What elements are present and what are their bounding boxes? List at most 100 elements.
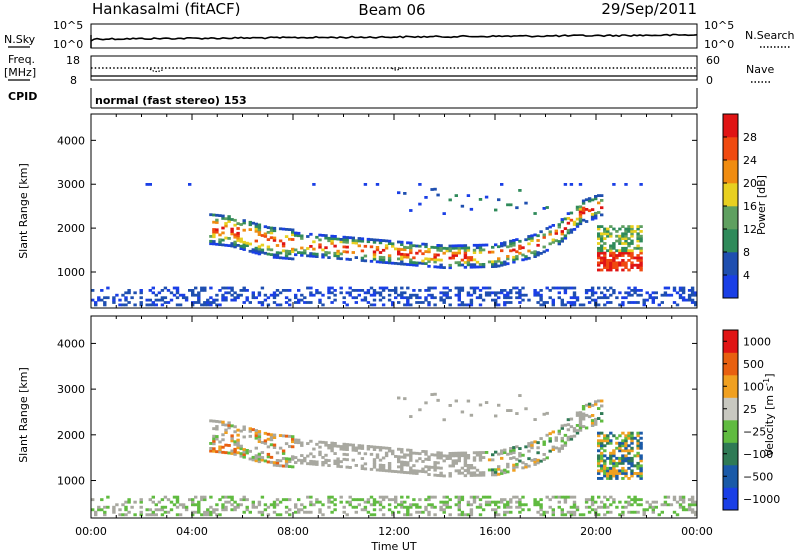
data-cell (497, 264, 501, 268)
data-cell (215, 427, 219, 431)
data-cell (345, 445, 349, 449)
data-cell (630, 456, 634, 460)
data-cell (412, 469, 416, 473)
data-cell (451, 464, 455, 468)
data-cell (572, 301, 577, 304)
data-cell (400, 293, 404, 297)
data-cell (609, 474, 613, 478)
colorbar-tick-label: 28 (743, 131, 757, 144)
data-cell (615, 261, 619, 265)
data-cell (600, 464, 604, 468)
data-cell (145, 303, 149, 307)
data-cell (409, 251, 413, 255)
data-cell (509, 452, 513, 455)
data-cell (621, 259, 625, 262)
data-cell (448, 263, 452, 267)
data-cell (324, 251, 328, 254)
data-cell (169, 508, 174, 512)
data-cell (687, 296, 692, 300)
data-cell (560, 298, 564, 302)
data-cell (469, 495, 474, 499)
data-cell (327, 495, 331, 499)
data-cell (569, 513, 574, 517)
data-cell (139, 513, 143, 517)
data-cell (409, 513, 413, 517)
data-cell (509, 500, 513, 504)
data-cell (639, 444, 643, 448)
data-cell (194, 293, 198, 297)
data-cell (309, 293, 313, 297)
data-cell (454, 399, 458, 403)
data-cell (575, 296, 580, 300)
data-cell (439, 500, 443, 504)
data-cell (272, 239, 277, 242)
y-tick-label: 1000 (57, 475, 85, 488)
data-cell (627, 291, 631, 295)
data-cell (451, 244, 455, 248)
data-cell (309, 495, 313, 499)
data-cell (448, 464, 452, 468)
data-cell (372, 289, 377, 292)
data-cell (524, 201, 528, 205)
data-cell (345, 453, 349, 457)
data-cell (636, 232, 640, 236)
data-cell (191, 293, 195, 297)
data-cell (406, 453, 410, 457)
data-cell (518, 247, 522, 250)
data-cell (406, 513, 410, 517)
data-cell (639, 268, 643, 272)
data-cell (394, 296, 398, 300)
data-cell (557, 505, 561, 509)
data-cell (397, 293, 401, 297)
data-cell (281, 434, 286, 438)
data-cell (630, 459, 634, 463)
data-cell (560, 508, 564, 512)
data-cell (424, 452, 428, 456)
data-cell (312, 183, 316, 186)
data-cell (497, 465, 501, 469)
data-cell (348, 258, 352, 261)
data-cell (466, 194, 471, 197)
data-cell (469, 293, 474, 297)
data-cell (403, 192, 407, 195)
data-cell (327, 286, 331, 290)
data-cell (236, 293, 240, 297)
data-cell (572, 503, 577, 507)
data-cell (445, 505, 449, 509)
data-cell (463, 256, 468, 260)
data-cell (391, 469, 395, 473)
data-cell (354, 241, 358, 245)
data-cell (594, 508, 598, 512)
data-cell (306, 301, 310, 304)
data-cell (139, 301, 143, 304)
data-cell (615, 469, 619, 473)
data-cell (612, 459, 616, 463)
colorbar-swatch (723, 375, 738, 398)
data-cell (248, 510, 252, 514)
data-cell (587, 415, 592, 419)
data-cell (609, 254, 613, 257)
data-cell (521, 495, 525, 499)
data-cell (197, 301, 201, 304)
data-cell (230, 508, 234, 512)
data-cell (354, 505, 358, 509)
data-cell (315, 255, 319, 258)
data-cell (339, 257, 343, 261)
data-cell (597, 232, 601, 236)
data-cell (627, 436, 631, 440)
data-cell (615, 239, 619, 243)
data-cell (406, 301, 410, 304)
data-cell (518, 505, 522, 509)
data-cell (242, 495, 246, 499)
data-cell (557, 500, 561, 504)
data-cell (272, 433, 277, 437)
data-cell (375, 291, 380, 295)
data-cell (415, 503, 419, 507)
data-cell (321, 303, 325, 307)
data-cell (618, 441, 622, 445)
data-cell (506, 293, 510, 297)
data-cell (421, 467, 425, 471)
data-cell (181, 296, 186, 300)
data-cell (115, 503, 119, 507)
data-cell (600, 456, 604, 460)
